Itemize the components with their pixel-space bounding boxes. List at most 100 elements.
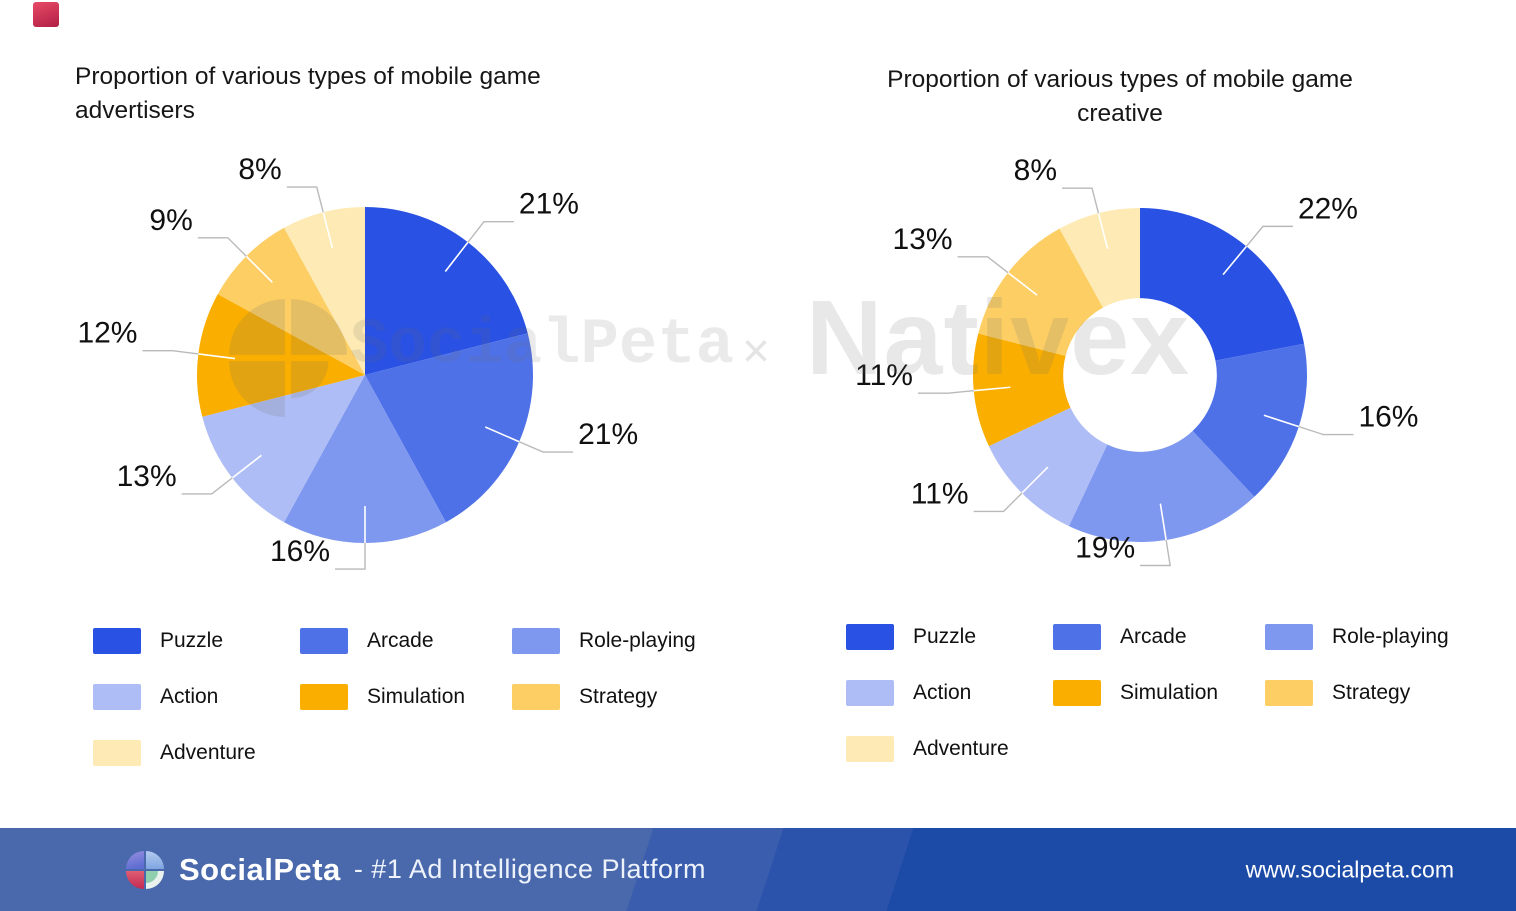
legend-swatch xyxy=(846,624,894,650)
legend-item-puzzle: Puzzle xyxy=(846,624,1053,650)
legend-item-role-playing: Role-playing xyxy=(512,628,696,654)
legend-item-action: Action xyxy=(846,680,1053,706)
legend-item-puzzle: Puzzle xyxy=(93,628,300,654)
legend-swatch xyxy=(93,684,141,710)
legend-swatch xyxy=(1265,680,1313,706)
percent-label-adventure: 8% xyxy=(1014,154,1057,187)
label-leader-outer xyxy=(142,349,199,355)
label-leader-outer xyxy=(181,477,233,495)
percent-label-role-playing: 16% xyxy=(270,535,330,568)
legend-item-adventure: Adventure xyxy=(846,736,1053,762)
percent-label-role-playing: 19% xyxy=(1075,532,1135,565)
slice-role-playing xyxy=(1068,430,1255,542)
legend-item-arcade: Arcade xyxy=(1053,624,1265,650)
label-leader-inner xyxy=(231,454,262,479)
footer-bar: SocialPeta - #1 Ad Intelligence Platform… xyxy=(0,828,1516,911)
slice-simulation xyxy=(973,333,1071,447)
label-leader-outer xyxy=(335,543,366,570)
label-leader-inner xyxy=(973,386,1011,392)
slice-action xyxy=(202,375,365,523)
percent-label-simulation: 12% xyxy=(77,317,137,350)
footer-brand: SocialPeta xyxy=(179,851,341,887)
legend-label: Strategy xyxy=(1332,681,1411,704)
legend-swatch xyxy=(846,680,894,706)
chart-title-creative: Proportion of various types of mobile ga… xyxy=(790,63,1450,131)
legend-swatch xyxy=(300,628,348,654)
label-leader-inner xyxy=(245,255,273,283)
slice-role-playing xyxy=(284,375,446,543)
legend-label: Arcade xyxy=(1120,625,1187,648)
legend-label: Adventure xyxy=(160,741,256,764)
label-leader-outer xyxy=(197,237,247,257)
label-leader-outer xyxy=(518,441,574,453)
legend-item-arcade: Arcade xyxy=(300,628,512,654)
percent-label-arcade: 21% xyxy=(578,418,638,451)
label-leader-inner xyxy=(1159,503,1167,541)
label-leader-inner xyxy=(322,212,334,249)
legend-swatch xyxy=(1053,624,1101,650)
legend-label: Action xyxy=(160,685,219,708)
label-leader-outer xyxy=(467,220,514,243)
percent-label-adventure: 8% xyxy=(238,153,281,186)
percent-label-puzzle: 22% xyxy=(1298,192,1358,225)
legend-label: Arcade xyxy=(367,629,434,652)
legend-swatch xyxy=(846,736,894,762)
donut-chart-creative: 22% 16% 19% 11% 11% 13% 8% xyxy=(855,154,1418,567)
percent-label-strategy: 9% xyxy=(149,204,192,237)
legend-label: Strategy xyxy=(579,685,658,708)
label-leader-inner xyxy=(1097,213,1109,250)
socialpeta-logo-icon xyxy=(126,850,164,889)
label-leader-outer xyxy=(1298,425,1354,436)
legend-item-simulation: Simulation xyxy=(1053,680,1265,706)
legend-label: Role-playing xyxy=(1332,625,1449,648)
percent-label-action: 13% xyxy=(117,460,177,493)
label-leader-inner xyxy=(444,241,469,272)
slice-strategy xyxy=(978,228,1103,356)
slice-puzzle xyxy=(365,207,528,375)
label-leader-outer xyxy=(286,186,324,213)
legend-swatch xyxy=(1053,680,1101,706)
slice-adventure xyxy=(284,207,365,375)
legend-item-role-playing: Role-playing xyxy=(1265,624,1449,650)
title-line: Proportion of various types of mobile ga… xyxy=(887,66,1353,93)
legend-item-action: Action xyxy=(93,684,300,710)
percent-label-arcade: 16% xyxy=(1358,401,1418,434)
label-leader-outer xyxy=(1062,187,1100,214)
chart-title-advertisers: Proportion of various types of mobile ga… xyxy=(75,60,655,128)
footer-tagline: - #1 Ad Intelligence Platform xyxy=(353,854,706,884)
label-leader-outer xyxy=(917,390,974,394)
label-leader-outer xyxy=(1245,225,1293,247)
label-leader-inner xyxy=(1007,272,1038,296)
percent-label-action: 11% xyxy=(911,477,969,510)
percent-label-puzzle: 21% xyxy=(519,188,579,221)
label-leader-inner xyxy=(1263,414,1300,428)
label-leader-inner xyxy=(1021,466,1049,494)
label-leader-inner xyxy=(1222,245,1248,276)
legend-swatch xyxy=(300,684,348,710)
slice-action xyxy=(988,407,1108,527)
legend-creative: Puzzle Arcade Role-playing Action Simulation… xyxy=(846,624,1449,762)
legend-label: Role-playing xyxy=(579,629,696,652)
legend-label: Puzzle xyxy=(913,625,977,648)
legend-item-strategy: Strategy xyxy=(512,684,696,710)
footer-content: SocialPeta - #1 Ad Intelligence Platform… xyxy=(0,828,1516,911)
label-leader-outer xyxy=(1140,539,1171,567)
pie-chart-advertisers: 21% 21% 16% 13% 12% 9% 8% xyxy=(77,153,638,570)
legend-label: Action xyxy=(913,681,972,704)
legend-label: Simulation xyxy=(1120,681,1219,704)
legend-swatch xyxy=(512,628,560,654)
legend-swatch xyxy=(512,684,560,710)
percent-label-strategy: 13% xyxy=(893,223,953,256)
slice-adventure xyxy=(1059,208,1140,308)
title-line: creative xyxy=(1077,100,1163,127)
legend-label: Puzzle xyxy=(160,629,224,652)
footer-url: www.socialpeta.com xyxy=(1245,856,1454,882)
label-leader-outer xyxy=(957,256,1009,274)
red-corner-mark xyxy=(33,2,59,27)
legend-item-simulation: Simulation xyxy=(300,684,512,710)
slice-simulation xyxy=(197,294,365,417)
legend-swatch xyxy=(1265,624,1313,650)
percent-label-simulation: 11% xyxy=(855,359,913,392)
legend-swatch xyxy=(93,628,141,654)
